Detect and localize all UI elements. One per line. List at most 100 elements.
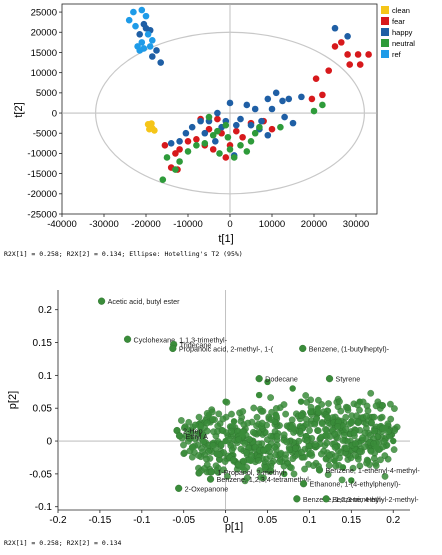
loading-cloud-point xyxy=(209,441,217,449)
loading-cloud-point xyxy=(371,427,378,435)
loading-cloud-point xyxy=(381,473,389,480)
loading-point-label: 2-Oxepanone xyxy=(185,484,229,493)
scores-x-tick-label: 0 xyxy=(227,219,232,230)
score-point-fear xyxy=(365,51,372,58)
loading-point xyxy=(373,444,380,451)
score-point-fear xyxy=(176,146,183,153)
score-point-fear xyxy=(346,61,354,68)
score-point-fear xyxy=(331,43,339,50)
score-point-neutral xyxy=(310,107,318,115)
score-point-happy xyxy=(247,121,255,129)
legend-label-fear: fear xyxy=(392,17,405,26)
loadings-x-ticks: -0.2 -0.15 -0.1 -0.05 0 0.05 0.1 0.15 0.2 xyxy=(49,510,401,526)
score-point-happy xyxy=(237,115,244,123)
loading-cloud-point xyxy=(292,444,299,452)
loading-cloud-point xyxy=(342,425,350,433)
score-point-ref xyxy=(146,43,154,50)
score-point-fear xyxy=(205,125,213,133)
score-point-clean xyxy=(148,120,155,127)
loading-cloud-point xyxy=(267,467,275,475)
score-point-neutral xyxy=(214,127,221,135)
loadings-x-tick-label: -0.1 xyxy=(133,515,151,526)
score-point-neutral xyxy=(243,148,251,155)
scores-y-tick-label: 20000 xyxy=(31,28,57,39)
score-point-happy xyxy=(182,129,190,137)
loading-cloud-point xyxy=(311,441,319,448)
loading-point xyxy=(289,385,296,392)
loading-point-label: Benzene, 1,2,3-trimethyl- xyxy=(303,495,384,504)
scores-y-tick-label: -15000 xyxy=(27,169,57,180)
loading-point xyxy=(272,411,280,418)
score-point-neutral xyxy=(251,129,259,137)
loading-point-label: 1-Propanol, 2-methyl- xyxy=(217,468,287,477)
loading-point xyxy=(214,450,221,458)
score-point-fear xyxy=(214,115,221,123)
loadings-y-tick-label: 0.2 xyxy=(38,305,52,316)
loadings-y-tick-label: 0.15 xyxy=(33,338,53,349)
score-point-fear xyxy=(161,142,169,149)
score-point-neutral xyxy=(247,138,255,145)
loading-cloud-point xyxy=(194,430,202,438)
legend-label-clean: clean xyxy=(392,6,410,15)
loadings-x-tick-label: 0.15 xyxy=(342,515,362,526)
loading-cloud-point xyxy=(324,414,331,422)
loading-cloud-point xyxy=(295,437,303,445)
loading-cloud-point xyxy=(267,394,274,401)
scores-y-ticks: -25000 -20000 -15000 -10000 -5000 0 5000 10000 1… xyxy=(27,7,62,220)
loading-cloud-point xyxy=(249,428,257,436)
loading-cloud-point xyxy=(219,427,227,434)
score-point-happy xyxy=(281,113,288,121)
loading-point-label: Ethyl A xyxy=(186,432,209,441)
loading-cloud-point xyxy=(307,408,315,416)
score-point-neutral xyxy=(216,150,223,157)
loading-labeled-point xyxy=(325,375,334,383)
loadings-x-tick-label: 0.2 xyxy=(386,515,400,526)
loading-cloud-point xyxy=(310,462,317,469)
scores-x-tick-label: -30000 xyxy=(89,219,119,230)
loading-cloud-point xyxy=(200,438,207,446)
loading-cloud-point xyxy=(378,402,386,409)
scores-y-tick-label: -5000 xyxy=(33,129,57,140)
loading-cloud-point xyxy=(217,441,225,448)
loading-labeled-point xyxy=(123,335,132,343)
score-point-happy xyxy=(214,109,221,117)
hotelling-ellipse xyxy=(95,31,365,195)
score-point-ref xyxy=(138,39,146,46)
loading-cloud-point xyxy=(318,420,326,428)
score-point-neutral xyxy=(319,101,326,109)
loading-cloud-point xyxy=(354,418,362,426)
score-point-happy xyxy=(201,129,209,137)
loading-point xyxy=(205,411,213,418)
loading-cloud-point xyxy=(228,446,236,454)
score-point-happy xyxy=(212,138,219,145)
score-point-fear xyxy=(344,51,351,58)
score-point-happy xyxy=(157,59,164,66)
score-point-fear xyxy=(239,133,246,141)
loading-cloud-point xyxy=(331,430,339,438)
scores-x-tick-label: -20000 xyxy=(131,219,161,230)
score-point-neutral xyxy=(184,148,192,155)
score-point-neutral xyxy=(222,121,230,129)
loading-point xyxy=(222,398,229,405)
loading-point-label: 2-Hep xyxy=(183,427,203,436)
loading-cloud-point xyxy=(336,398,343,405)
loading-labeled-point xyxy=(169,344,177,353)
loading-point xyxy=(255,391,263,399)
scores-y-tick-label: -20000 xyxy=(27,189,57,200)
loading-cloud-point xyxy=(272,405,280,412)
loading-cloud-point xyxy=(387,400,394,408)
score-point-neutral xyxy=(237,142,244,149)
loading-cloud-point xyxy=(303,437,311,445)
score-point-ref xyxy=(138,6,146,14)
loading-cloud-point xyxy=(303,398,311,406)
loading-cloud-point xyxy=(276,458,283,465)
loading-cloud-point xyxy=(244,419,252,427)
legend-swatch-neutral xyxy=(381,39,389,47)
score-point-fear xyxy=(319,91,326,99)
score-point-neutral xyxy=(226,146,234,153)
loadings-y-tick-label: 0.05 xyxy=(33,404,53,415)
loading-cloud-point xyxy=(221,458,229,465)
loading-cloud-point xyxy=(228,410,235,418)
scores-x-tick-label: 30000 xyxy=(343,219,369,230)
